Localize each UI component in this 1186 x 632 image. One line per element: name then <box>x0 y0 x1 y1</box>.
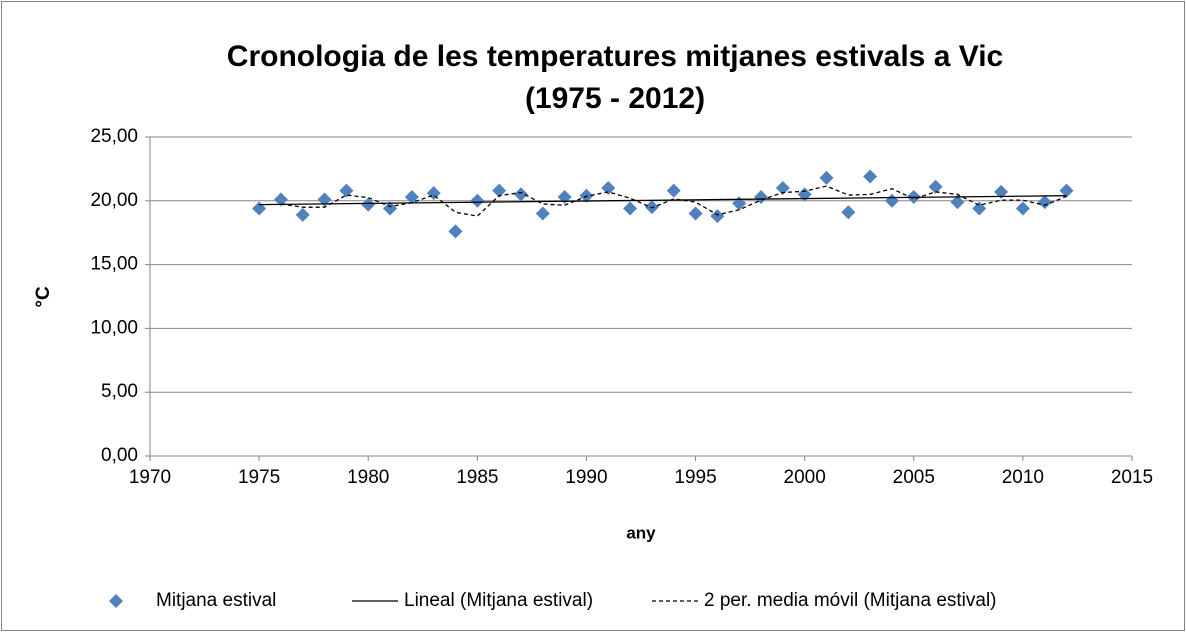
data-point <box>295 207 310 222</box>
legend-label: Lineal (Mitjana estival) <box>404 590 593 611</box>
data-point <box>492 183 507 198</box>
data-point <box>1059 183 1074 198</box>
data-point <box>819 170 834 185</box>
data-point <box>513 187 528 202</box>
data-point <box>557 189 572 204</box>
data-point <box>710 209 725 224</box>
x-tick-label: 2000 <box>784 467 826 488</box>
legend-label: Mitjana estival <box>156 590 276 611</box>
data-point <box>404 189 419 204</box>
chart-title: (1975 - 2012) <box>525 82 705 115</box>
x-tick-label: 1975 <box>238 467 280 488</box>
data-point <box>1037 195 1052 210</box>
x-tick-label: 1995 <box>674 467 716 488</box>
y-tick-label: 15,00 <box>90 254 138 275</box>
data-point <box>470 193 485 208</box>
data-point <box>383 201 398 216</box>
data-point <box>928 179 943 194</box>
legend-marker <box>109 594 123 608</box>
x-tick-label: 1970 <box>129 467 171 488</box>
data-point <box>361 197 376 212</box>
data-point <box>863 169 878 184</box>
data-point <box>535 206 550 221</box>
data-point <box>601 181 616 196</box>
data-point <box>448 224 463 239</box>
data-point <box>623 201 638 216</box>
y-tick-label: 10,00 <box>90 317 138 338</box>
x-tick-label: 1980 <box>347 467 389 488</box>
data-point <box>688 206 703 221</box>
x-tick-label: 2010 <box>1002 467 1044 488</box>
chart-title: Cronologia de les temperatures mitjanes … <box>227 40 1003 73</box>
y-tick-label: 5,00 <box>101 381 138 402</box>
data-point <box>273 192 288 207</box>
y-tick-label: 0,00 <box>101 445 138 466</box>
x-tick-label: 1990 <box>565 467 607 488</box>
data-point <box>775 181 790 196</box>
data-point <box>1015 201 1030 216</box>
data-point <box>841 205 856 220</box>
data-point <box>950 195 965 210</box>
y-tick-label: 25,00 <box>90 126 138 147</box>
moving-average-line <box>280 185 1067 217</box>
legend-label: 2 per. media móvil (Mitjana estival) <box>704 590 997 611</box>
y-tick-label: 20,00 <box>90 190 138 211</box>
x-tick-label: 2015 <box>1111 467 1153 488</box>
x-tick-label: 2005 <box>893 467 935 488</box>
data-point <box>666 183 681 198</box>
data-point <box>994 184 1009 199</box>
x-tick-label: 1985 <box>456 467 498 488</box>
y-axis-label: °C <box>33 286 54 308</box>
x-axis-label: any <box>626 523 656 542</box>
data-point <box>339 183 354 198</box>
data-point <box>317 192 332 207</box>
data-point <box>754 189 769 204</box>
trend-line <box>259 195 1067 206</box>
